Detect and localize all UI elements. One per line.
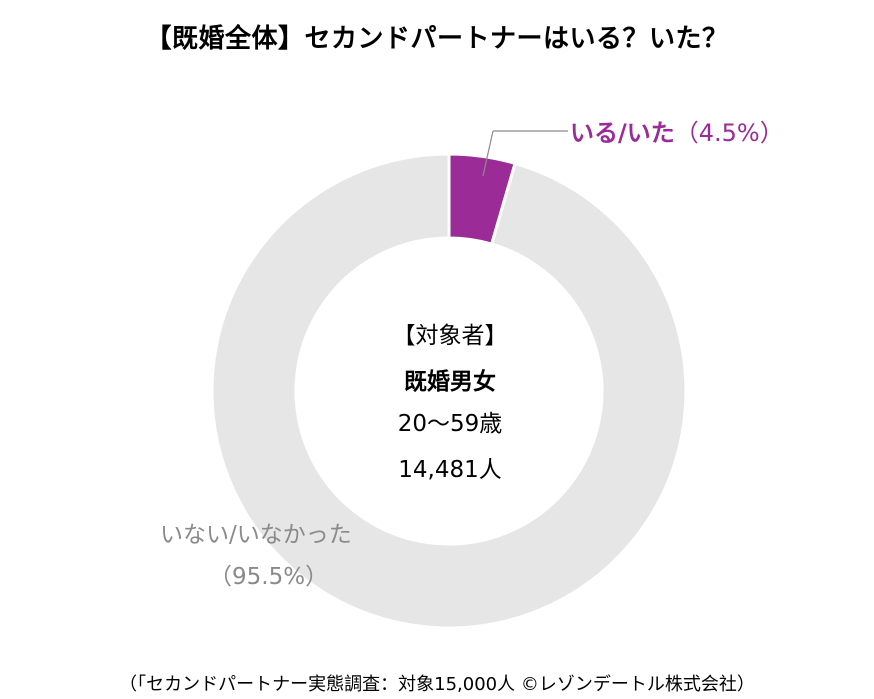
chart-title: 【既婚全体】セカンドパートナーはいる？いた？	[145, 24, 729, 54]
slice-label-no-value: （95.5%）	[209, 564, 329, 590]
center-sample-count: 14,481人	[398, 457, 502, 483]
slice-label-no-name: いない/いなかった	[160, 522, 352, 548]
center-age-range: 20～59歳	[397, 411, 503, 437]
center-subject: 既婚男女	[404, 369, 496, 395]
slice-label-yes-name: いる/いた	[570, 119, 675, 147]
slice-label-yes: いる/いた（4.5%）	[570, 113, 784, 148]
leader-line-diagonal	[482, 130, 494, 177]
source-footnote: （「セカンドパートナー実態調査：対象15,000人 ©レゾンデートル株式会社）	[119, 674, 755, 695]
donut-slices	[210, 152, 688, 630]
donut-slice-no	[210, 152, 688, 630]
slice-label-yes-value: （4.5%）	[674, 119, 784, 147]
center-heading: 【対象者】	[392, 323, 508, 349]
